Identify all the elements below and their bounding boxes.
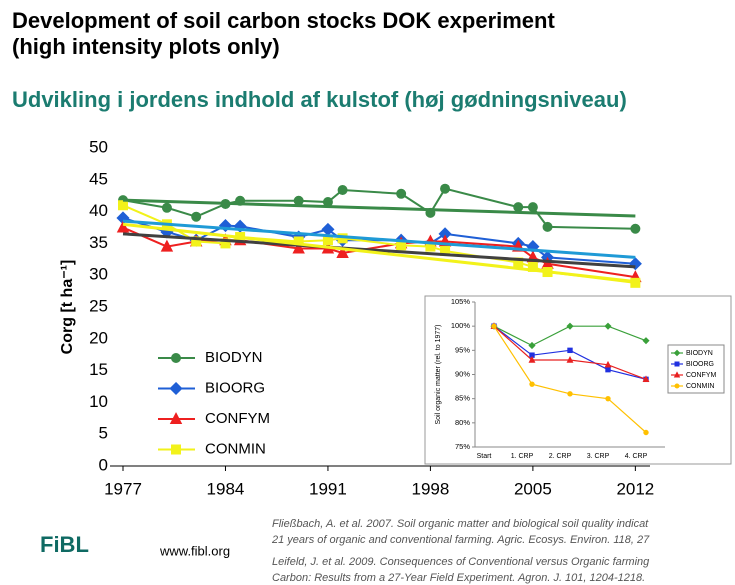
marker xyxy=(161,202,172,213)
x-tick-label: 2012 xyxy=(616,479,654,498)
marker xyxy=(567,347,573,354)
y-tick-label: 75% xyxy=(455,442,470,451)
legend-label: BIOORG xyxy=(205,379,265,396)
y-tick-label: 45 xyxy=(89,169,108,188)
marker xyxy=(527,202,538,213)
y-tick-label: 5 xyxy=(99,424,108,443)
marker xyxy=(673,371,681,378)
trend-line xyxy=(122,198,636,218)
x-tick-label: 1. CRP xyxy=(511,453,534,460)
main-chart: 0 5 10 15 20 25 30 35 40 45 50 1977 1984 1991 1998 2005… xyxy=(59,137,654,498)
x-tick-label: 2. CRP xyxy=(549,453,572,460)
legend-label: BIOORG xyxy=(686,361,714,368)
y-tick-label: 90% xyxy=(455,369,470,378)
legend-label: CONMIN xyxy=(205,440,266,457)
marker xyxy=(169,381,183,396)
marker xyxy=(160,239,174,252)
y-tick-label: 20 xyxy=(89,328,108,347)
title: (high intensity plots only) xyxy=(12,34,280,59)
marker xyxy=(605,395,611,402)
marker xyxy=(566,322,574,330)
reference: Carbon: Results from a 27-Year Field Exp… xyxy=(272,572,645,584)
marker xyxy=(566,356,574,363)
marker xyxy=(116,220,130,233)
y-tick-label: 25 xyxy=(89,296,108,315)
reference: 21 years of organic and conventional far… xyxy=(271,534,650,546)
x-tick-label: Start xyxy=(477,453,492,460)
marker xyxy=(674,383,680,389)
y-axis-label: Soil organic matter (rel. to 1977) xyxy=(435,325,442,425)
x-tick-label: 1984 xyxy=(207,479,245,498)
marker xyxy=(674,361,680,367)
y-tick-label: 0 xyxy=(99,455,108,474)
marker xyxy=(528,356,536,363)
y-tick-label: 80% xyxy=(455,418,470,427)
marker xyxy=(293,195,304,206)
marker xyxy=(567,391,573,397)
marker xyxy=(529,381,535,387)
x-tick-label: 3. CRP xyxy=(587,453,610,460)
y-tick-label: 10 xyxy=(89,392,108,411)
x-tick-label: 2005 xyxy=(514,479,552,498)
y-tick-label: 15 xyxy=(89,360,108,379)
marker xyxy=(292,241,305,254)
marker xyxy=(605,366,611,373)
title: Development of soil carbon stocks DOK ex… xyxy=(12,8,555,33)
y-tick-label: 95% xyxy=(455,345,470,354)
marker xyxy=(396,188,407,199)
marker xyxy=(169,412,183,424)
trend-line xyxy=(122,222,636,284)
y-tick-label: 100% xyxy=(451,321,471,330)
subtitle: Udvikling i jordens indhold af kulstof (… xyxy=(12,87,627,112)
marker xyxy=(673,349,681,357)
legend-label: CONMIN xyxy=(686,383,714,390)
marker xyxy=(491,323,497,329)
marker xyxy=(513,202,524,213)
marker xyxy=(220,238,231,249)
marker xyxy=(528,341,536,350)
reference: Fließbach, A. et al. 2007. Soil organic … xyxy=(272,518,649,530)
y-tick-label: 105% xyxy=(451,297,471,306)
y-tick-label: 40 xyxy=(89,201,108,220)
marker xyxy=(440,183,451,194)
logo: FiBL xyxy=(40,532,89,557)
marker xyxy=(191,236,202,247)
y-tick-label: 85% xyxy=(455,394,470,403)
marker xyxy=(604,322,612,330)
x-tick-label: 1998 xyxy=(412,479,450,498)
marker xyxy=(642,375,650,383)
x-tick-label: 1991 xyxy=(309,479,347,498)
marker xyxy=(171,353,181,363)
marker xyxy=(643,429,649,436)
legend-label: BIODYN xyxy=(205,349,263,366)
y-tick-label: 30 xyxy=(89,265,108,284)
url: www.fibl.org xyxy=(159,543,230,558)
marker xyxy=(630,223,641,234)
x-tick-label: 1977 xyxy=(104,479,142,498)
marker xyxy=(118,200,128,211)
trend-line xyxy=(122,232,636,269)
x-tick-label: 4. CRP xyxy=(625,453,648,460)
marker xyxy=(337,184,348,195)
y-tick-label: 35 xyxy=(89,233,108,252)
marker xyxy=(336,246,349,258)
y-axis-label: Corg [t ha⁻¹] xyxy=(59,260,76,355)
marker xyxy=(604,360,612,368)
marker xyxy=(542,221,553,232)
trend-line xyxy=(122,219,636,259)
marker xyxy=(642,337,650,345)
marker xyxy=(191,211,202,222)
inset-chart: 75% 80% 85% 90% 95% 100% 105% Start 1. CRP 2. CRP… xyxy=(435,297,725,460)
y-tick-label: 50 xyxy=(89,137,108,156)
legend-label: CONFYM xyxy=(205,410,270,427)
marker xyxy=(630,277,641,288)
legend-label: CONFYM xyxy=(686,372,717,379)
reference: Leifeld, J. et al. 2009. Consequences of… xyxy=(272,556,650,568)
marker xyxy=(171,444,181,455)
legend-label: BIODYN xyxy=(686,350,713,357)
